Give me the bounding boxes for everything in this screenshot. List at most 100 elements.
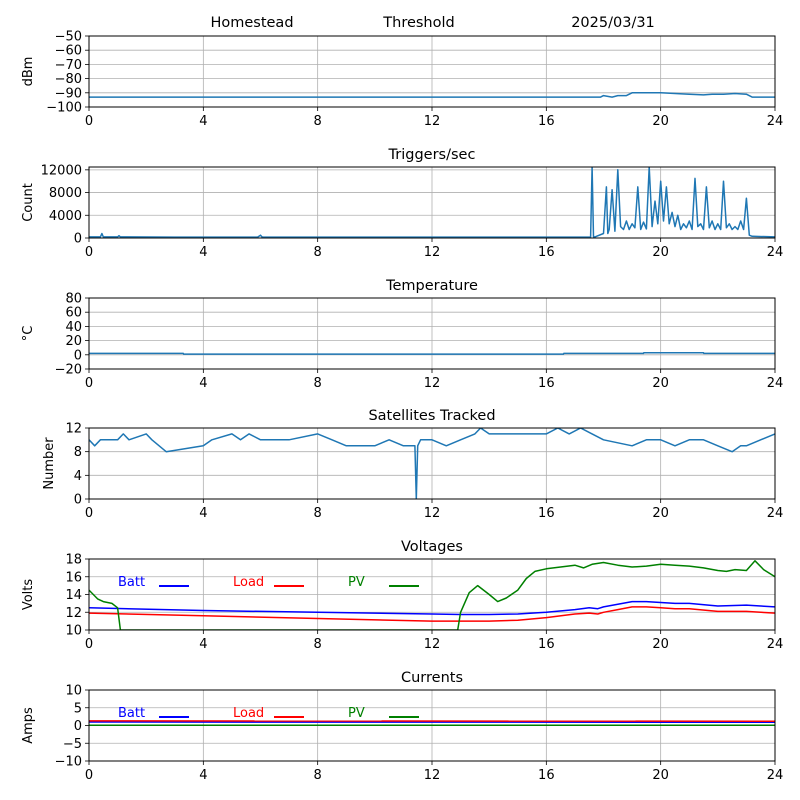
x-tick-label: 4: [199, 506, 207, 521]
series-line-0: [89, 351, 775, 355]
x-tick-label: 8: [314, 637, 322, 652]
x-tick-label: 8: [314, 245, 322, 260]
y-tick-label: −60: [55, 44, 82, 59]
mode-label: Threshold: [382, 15, 454, 31]
y-tick-label: 60: [65, 306, 82, 321]
y-axis-label: °C: [21, 326, 36, 342]
x-tick-label: 24: [767, 768, 784, 783]
chart-panel-4: 0 4 8 12 16 20 24 10 12 14 16 18 Voltages Volts Batt Lo…: [21, 539, 783, 652]
station-label: Homestead: [210, 15, 293, 31]
x-tick-label: 20: [652, 637, 669, 652]
y-tick-label: −70: [55, 58, 82, 73]
y-tick-label: −10: [55, 755, 82, 770]
x-tick-label: 4: [199, 637, 207, 652]
y-tick-label: −20: [55, 363, 82, 378]
x-tick-label: 24: [767, 245, 784, 260]
series-line-0: [89, 167, 775, 238]
y-tick-label: 5: [74, 701, 82, 716]
x-tick-label: 12: [424, 768, 441, 783]
date-label: 2025/03/31: [571, 15, 655, 31]
y-axis-label: Volts: [21, 579, 36, 611]
legend-label-load: Load: [233, 575, 264, 590]
x-tick-label: 16: [538, 768, 555, 783]
panel-title: Satellites Tracked: [368, 408, 495, 424]
chart-panel-3: 0 4 8 12 16 20 24 0 4 8 12 Satellites Tracked Number: [42, 408, 783, 521]
series-line-load: [89, 606, 775, 622]
y-tick-label: 0: [74, 348, 82, 363]
x-tick-label: 20: [652, 114, 669, 129]
chart-panel-5: 0 4 8 12 16 20 24 −10 −5 0 5 10 Currents Amps Batt Load…: [21, 670, 783, 783]
y-axis-label: dBm: [21, 57, 36, 87]
legend-label-load: Load: [233, 706, 264, 721]
x-tick-label: 24: [767, 506, 784, 521]
x-tick-label: 16: [538, 114, 555, 129]
x-tick-label: 0: [85, 506, 93, 521]
y-tick-label: 16: [65, 570, 82, 585]
x-tick-label: 16: [538, 376, 555, 391]
y-axis-label: Amps: [21, 707, 36, 744]
x-tick-label: 0: [85, 376, 93, 391]
x-tick-label: 8: [314, 768, 322, 783]
x-tick-label: 8: [314, 376, 322, 391]
y-tick-label: 8: [74, 445, 82, 460]
x-tick-label: 0: [85, 768, 93, 783]
y-tick-label: 4: [74, 469, 82, 484]
y-tick-label: 0: [74, 232, 82, 247]
legend-label-pv: PV: [348, 706, 365, 721]
legend-label-batt: Batt: [118, 706, 145, 721]
x-tick-label: 4: [199, 376, 207, 391]
x-tick-label: 16: [538, 637, 555, 652]
y-tick-label: 12: [65, 422, 82, 437]
x-tick-label: 4: [199, 768, 207, 783]
series-line-0: [89, 92, 775, 98]
chart-panel-0: 0 4 8 12 16 20 24 −100−90−80−70−60−50 dBm: [21, 30, 783, 130]
x-tick-label: 20: [652, 245, 669, 260]
y-tick-label: 0: [74, 493, 82, 508]
y-tick-label: −90: [55, 86, 82, 101]
x-tick-label: 12: [424, 376, 441, 391]
y-tick-label: 18: [65, 553, 82, 568]
series-line-batt: [89, 600, 775, 616]
y-tick-label: 10: [65, 684, 82, 699]
x-tick-label: 20: [652, 376, 669, 391]
legend-label-batt: Batt: [118, 575, 145, 590]
y-tick-label: 10: [65, 624, 82, 639]
x-tick-label: 12: [424, 114, 441, 129]
y-tick-label: 0: [74, 719, 82, 734]
x-tick-label: 0: [85, 637, 93, 652]
chart-panel-1: 0 4 8 12 16 20 24 0 4000 8000 12000 Triggers/sec Cou…: [21, 147, 783, 260]
y-tick-label: 8000: [49, 186, 82, 201]
x-tick-label: 12: [424, 506, 441, 521]
x-tick-label: 24: [767, 376, 784, 391]
y-tick-label: 12000: [41, 163, 82, 178]
panel-title: Voltages: [401, 539, 463, 555]
y-tick-label: −100: [46, 101, 82, 116]
series-line-0: [89, 428, 775, 499]
x-tick-label: 16: [538, 245, 555, 260]
y-tick-label: −80: [55, 72, 82, 87]
x-tick-label: 8: [314, 114, 322, 129]
y-tick-label: 20: [65, 334, 82, 349]
x-tick-label: 0: [85, 114, 93, 129]
y-tick-label: 40: [65, 320, 82, 335]
x-tick-label: 16: [538, 506, 555, 521]
x-tick-label: 8: [314, 506, 322, 521]
panel-title: Triggers/sec: [388, 147, 476, 163]
legend-label-pv: PV: [348, 575, 365, 590]
y-tick-label: 80: [65, 292, 82, 307]
y-axis-label: Number: [42, 437, 57, 490]
y-tick-label: 4000: [49, 209, 82, 224]
panel-title: Temperature: [385, 278, 478, 294]
y-axis-label: Count: [21, 183, 36, 222]
x-tick-label: 24: [767, 114, 784, 129]
x-tick-label: 24: [767, 637, 784, 652]
series-line-pv: [89, 560, 775, 630]
x-tick-label: 4: [199, 114, 207, 129]
y-tick-label: 14: [65, 588, 82, 603]
x-tick-label: 20: [652, 768, 669, 783]
x-tick-label: 4: [199, 245, 207, 260]
y-tick-label: −50: [55, 30, 82, 45]
x-tick-label: 0: [85, 245, 93, 260]
